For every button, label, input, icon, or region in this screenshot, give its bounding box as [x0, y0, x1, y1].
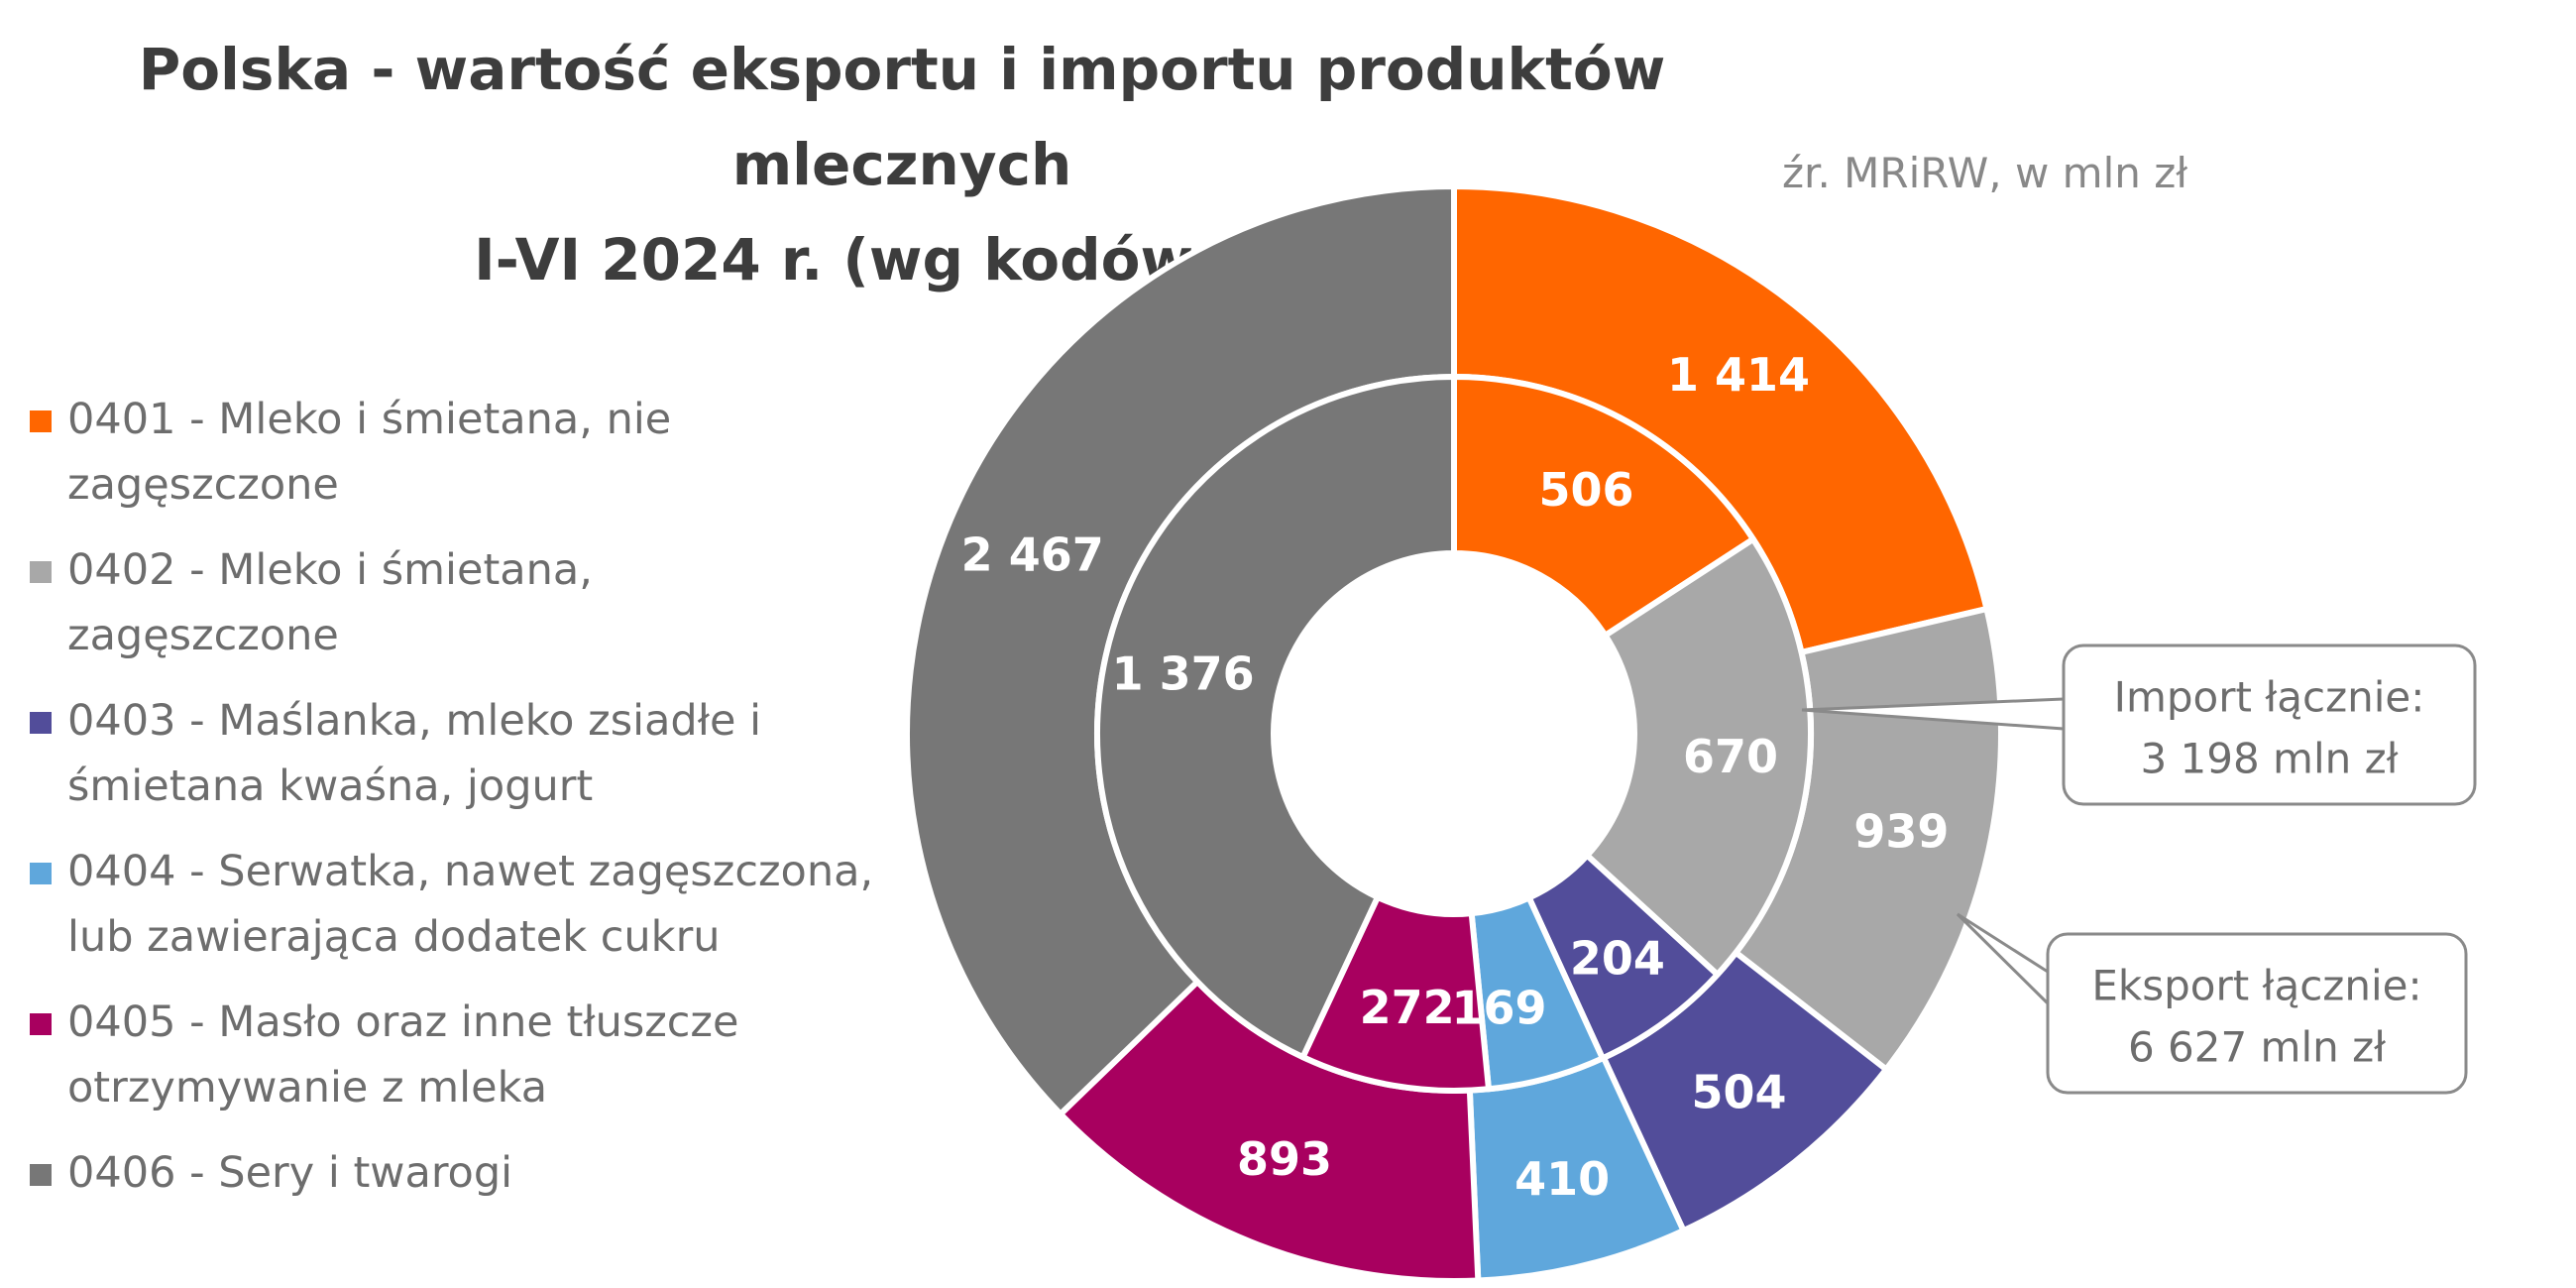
outer-slice-label-1: 1 414 — [1667, 348, 1810, 402]
outer-slice-label-6: 2 467 — [961, 528, 1104, 582]
legend-swatch — [30, 1013, 52, 1035]
legend-label: 0401 - Mleko i śmietana, nie — [67, 395, 672, 444]
legend-label: lub zawierająca dodatek cukru — [67, 912, 721, 962]
callout-box — [2046, 932, 2468, 1095]
legend-item: 0401 - Mleko i śmietana, nie zagęszczone — [30, 387, 922, 518]
legend-label: otrzymywanie z mleka — [67, 1063, 548, 1112]
legend-label: zagęszczone — [67, 611, 339, 660]
inner-slice-label-6: 1 376 — [1112, 646, 1255, 700]
callout-text-line-1: Eksport łącznie: — [2091, 962, 2421, 1010]
callout-pointer — [1801, 697, 2065, 731]
callout-text-line-2: 6 627 mln zł — [2128, 1023, 2386, 1072]
chart-legend: 0401 - Mleko i śmietana, nie zagęszczone 0… — [30, 387, 922, 1226]
outer-slice-label-2: 939 — [1853, 805, 1949, 859]
inner-slice-6 — [1093, 374, 1457, 1061]
inner-slice-label-4: 169 — [1452, 981, 1547, 1034]
legend-label: 0406 - Sery i twarogi — [67, 1148, 513, 1198]
legend-swatch — [30, 410, 52, 432]
legend-item: 0405 - Masło oraz inne tłuszcze otrzymywa… — [30, 990, 922, 1120]
legend-label: 0405 - Masło oraz inne tłuszcze — [67, 997, 739, 1047]
source-note: źr. MRiRW, w mln zł — [1782, 149, 2188, 197]
inner-slice-2 — [1584, 535, 1814, 978]
legend-label: śmietana kwaśna, jogurt — [67, 761, 594, 811]
legend-item: 0402 - Mleko i śmietana, zagęszczone — [30, 537, 922, 668]
legend-label: 0404 - Serwatka, nawet zagęszczona, — [67, 847, 874, 896]
legend-swatch — [30, 561, 52, 583]
eksport-total-callout: Eksport łącznie: 6 627 mln zł — [1956, 912, 2468, 1095]
chart-title-line-1: Polska - wartość eksportu i importu prod… — [138, 36, 1666, 198]
donut-slices — [904, 183, 2004, 1284]
outer-slice-label-5: 893 — [1237, 1132, 1332, 1186]
legend-swatch — [30, 1164, 52, 1186]
outer-slice-label-4: 410 — [1514, 1152, 1610, 1206]
inner-slice-1 — [1451, 374, 1756, 639]
legend-label: zagęszczone — [67, 460, 339, 510]
callout-text-line-2: 3 198 mln zł — [2140, 735, 2398, 783]
inner-slice-label-2: 670 — [1683, 730, 1778, 783]
legend-label: 0402 - Mleko i śmietana, — [67, 545, 593, 595]
callout-box — [2062, 644, 2477, 806]
legend-swatch — [30, 712, 52, 734]
legend-swatch — [30, 863, 52, 884]
callout-text-line-1: Import łącznie: — [2114, 673, 2425, 722]
callout-pointer — [1956, 912, 2050, 1005]
inner-slice-label-5: 272 — [1360, 981, 1455, 1034]
legend-item: 0406 - Sery i twarogi — [30, 1140, 922, 1206]
callouts: Import łącznie: 3 198 mln zł Eksport łączn… — [1801, 644, 2477, 1095]
legend-item: 0403 - Maślanka, mleko zsiadłe i śmietana… — [30, 688, 922, 819]
inner-slice-label-1: 506 — [1539, 463, 1634, 517]
legend-label: 0403 - Maślanka, mleko zsiadłe i — [67, 696, 762, 746]
import-total-callout: Import łącznie: 3 198 mln zł — [1801, 644, 2477, 806]
legend-item: 0404 - Serwatka, nawet zagęszczona, lub z… — [30, 839, 922, 970]
outer-slice-label-3: 504 — [1692, 1066, 1787, 1119]
inner-slice-label-3: 204 — [1570, 931, 1665, 985]
